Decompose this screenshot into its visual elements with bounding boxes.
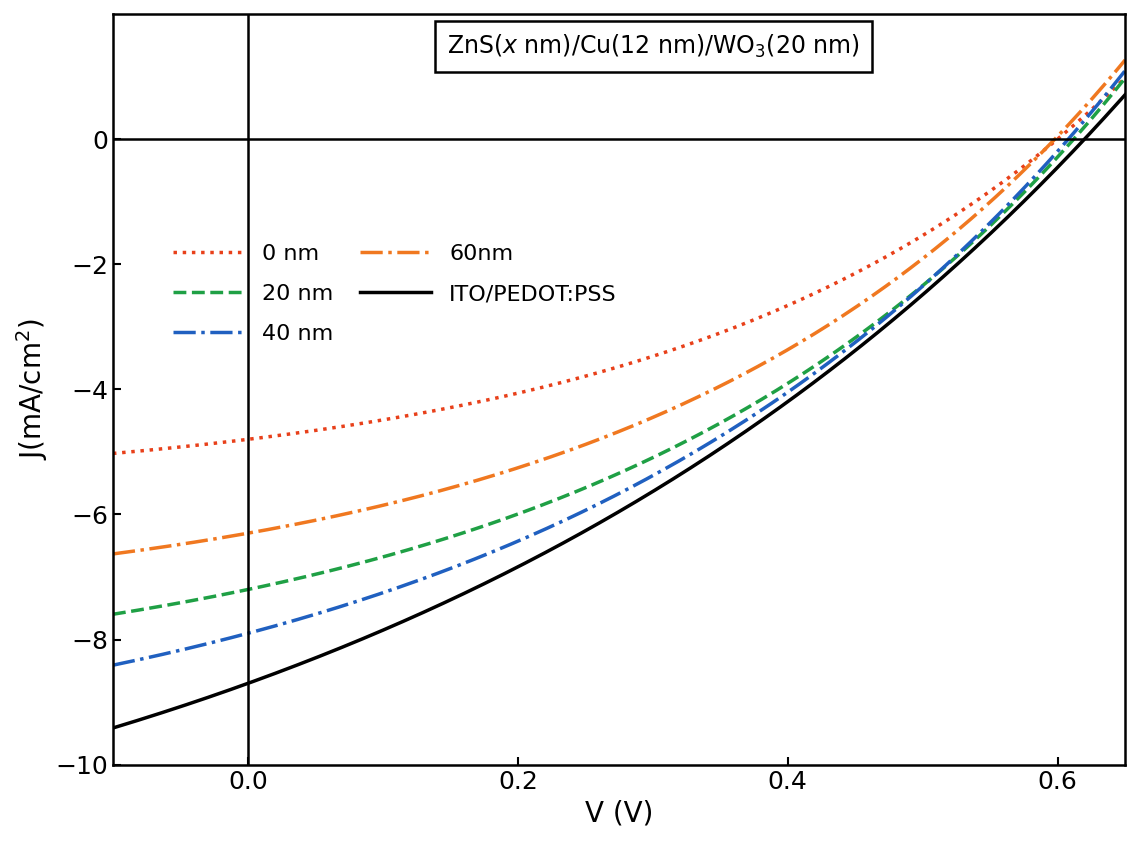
Text: ZnS($x$ nm)/Cu(12 nm)/WO$_3$(20 nm): ZnS($x$ nm)/Cu(12 nm)/WO$_3$(20 nm) (446, 33, 860, 60)
X-axis label: V (V): V (V) (584, 799, 654, 827)
Legend: 0 nm, 20 nm, 40 nm, 60nm, ITO/PEDOT:PSS: 0 nm, 20 nm, 40 nm, 60nm, ITO/PEDOT:PSS (164, 235, 625, 353)
Y-axis label: J(mA/cm$^2$): J(mA/cm$^2$) (14, 319, 50, 460)
